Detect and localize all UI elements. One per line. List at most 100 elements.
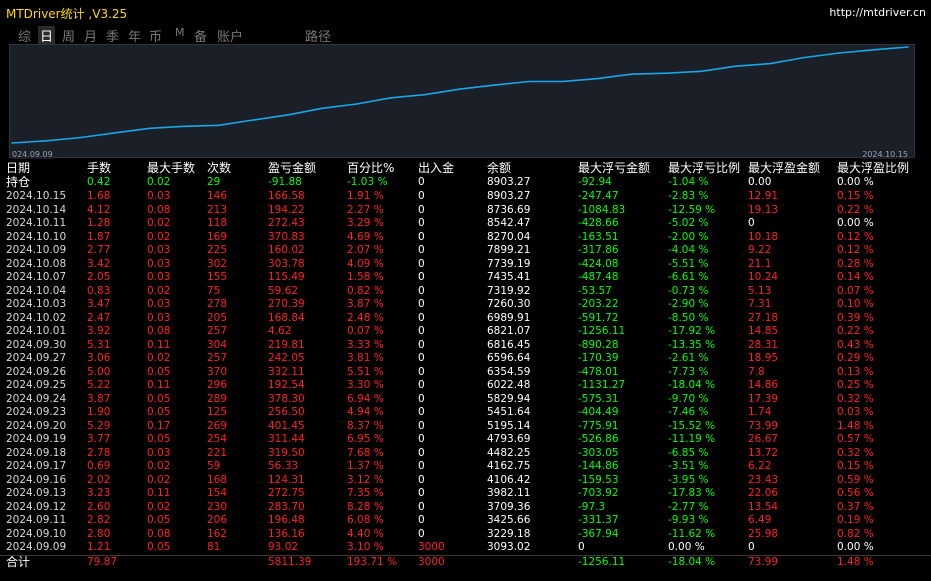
column-header: 最大浮亏比例 <box>668 161 741 175</box>
table-cell: 4.62 <box>268 325 292 337</box>
table-cell: -5.51 % <box>668 257 709 270</box>
table-cell: 319.50 <box>268 446 305 459</box>
table-cell: 3.06 <box>87 352 111 364</box>
holding-cell: 0.00 <box>748 176 772 188</box>
table-cell: -2.61 % <box>668 352 709 364</box>
table-cell: 0.11 <box>147 379 171 391</box>
table-cell: 0.08 <box>147 203 171 216</box>
row-date: 2024.09.12 <box>6 500 67 513</box>
balance-point-1 <box>45 140 48 142</box>
table-cell: 124.31 <box>268 473 305 486</box>
tab-10[interactable]: 路径 <box>305 30 332 45</box>
tab-4[interactable]: 季 <box>106 30 120 45</box>
table-cell: 73.99 <box>748 419 779 432</box>
table-cell: -203.22 <box>578 298 619 310</box>
tab-0[interactable]: 综 <box>18 30 32 45</box>
balance-point-17 <box>597 77 599 80</box>
table-cell: 0 <box>418 527 425 540</box>
table-cell: 0.10 % <box>837 298 874 310</box>
table-cell: 27.18 <box>748 311 779 324</box>
row-date: 2024.10.10 <box>6 230 67 243</box>
table-cell: 256.50 <box>268 406 305 418</box>
tab-2[interactable]: 周 <box>62 30 76 45</box>
table-cell: 93.02 <box>268 541 299 553</box>
table-cell: 1.87 <box>87 230 111 243</box>
column-header: 最大浮亏金额 <box>578 161 651 175</box>
balance-point-2 <box>80 136 82 139</box>
column-header: 出入金 <box>418 161 455 175</box>
table-cell: 8.37 % <box>347 419 384 432</box>
table-cell: 0 <box>418 473 425 486</box>
balance-point-5 <box>183 125 186 128</box>
table-cell: 0.02 <box>147 460 171 472</box>
table-cell: 196.48 <box>268 514 305 526</box>
balance-point-8 <box>286 114 289 116</box>
table-cell: -4.04 % <box>668 244 709 256</box>
table-cell: -575.31 <box>578 392 619 405</box>
table-cell: -170.39 <box>578 352 619 364</box>
table-cell: 0.00 % <box>837 217 874 229</box>
table-cell: 1.21 <box>87 541 111 553</box>
table-cell: 160.02 <box>268 244 305 256</box>
table-cell: 0.69 <box>87 460 111 472</box>
table-cell: 3.92 <box>87 325 111 337</box>
column-header: 最大手数 <box>147 161 196 175</box>
table-cell: -478.01 <box>578 365 619 378</box>
table-cell: 0.29 % <box>837 352 874 364</box>
website-link[interactable]: http://mtdriver.cn <box>829 6 926 19</box>
table-cell: 0.05 <box>147 514 171 526</box>
table-cell: 8270.04 <box>487 230 531 243</box>
table-cell: 0.00 % <box>837 541 874 553</box>
table-cell: 7319.92 <box>487 284 531 297</box>
table-cell: 332.11 <box>268 365 305 378</box>
balance-point-9 <box>321 107 324 110</box>
tab-5[interactable]: 年 <box>128 30 142 45</box>
tab-6[interactable]: 币 <box>149 30 163 45</box>
table-cell: 7435.41 <box>487 271 531 283</box>
table-cell: 2.80 <box>87 527 111 540</box>
holding-cell: -91.88 <box>268 176 302 188</box>
table-cell: 0.02 <box>147 217 171 229</box>
table-cell: 311.44 <box>268 433 305 445</box>
total-cell: -1256.11 <box>578 555 626 568</box>
table-cell: 7260.30 <box>487 298 531 310</box>
table-cell: -53.57 <box>578 284 612 297</box>
balance-point-10 <box>355 103 358 105</box>
table-cell: 0.03 <box>147 190 171 202</box>
tab-1[interactable]: 日 <box>38 26 56 45</box>
holding-cell: 0.42 <box>87 176 111 188</box>
column-header: 最大浮盈金额 <box>748 161 821 175</box>
table-cell: 269 <box>207 419 228 432</box>
total-cell: 79.87 <box>87 555 118 568</box>
table-cell: 26.67 <box>748 433 779 445</box>
table-cell: 81 <box>207 541 221 553</box>
table-cell: 0.03 % <box>837 406 874 418</box>
table-cell: 5.00 <box>87 365 111 378</box>
table-cell: 0.03 <box>147 244 171 256</box>
table-cell: 0.12 % <box>837 230 874 243</box>
table-cell: 0.11 <box>147 487 171 499</box>
table-cell: 4.40 % <box>347 527 384 540</box>
table-cell: 0.59 % <box>837 473 874 486</box>
tab-3[interactable]: 月 <box>84 30 98 45</box>
table-cell: 0.22 % <box>837 325 874 337</box>
table-cell: 146 <box>207 190 228 202</box>
table-cell: 278 <box>207 298 228 310</box>
table-cell: 2.77 <box>87 244 111 256</box>
table-cell: 0.57 % <box>837 433 874 445</box>
table-cell: -7.73 % <box>668 365 709 378</box>
table-cell: 213 <box>207 203 228 216</box>
table-cell: 3.81 % <box>347 352 384 364</box>
table-cell: 272.75 <box>268 487 305 499</box>
total-cell: 193.71 % <box>347 555 398 568</box>
total-cell: -18.04 % <box>668 555 716 568</box>
table-cell: 0.05 <box>147 433 171 445</box>
tab-8[interactable]: 备 <box>194 30 208 45</box>
tab-7[interactable]: M <box>175 26 185 39</box>
table-cell: 0 <box>418 203 425 216</box>
table-cell: 3229.18 <box>487 527 531 540</box>
balance-point-26 <box>907 46 909 48</box>
tab-9[interactable]: 账户 <box>217 30 244 45</box>
table-cell: 1.90 <box>87 406 111 418</box>
balance-point-25 <box>872 49 875 51</box>
